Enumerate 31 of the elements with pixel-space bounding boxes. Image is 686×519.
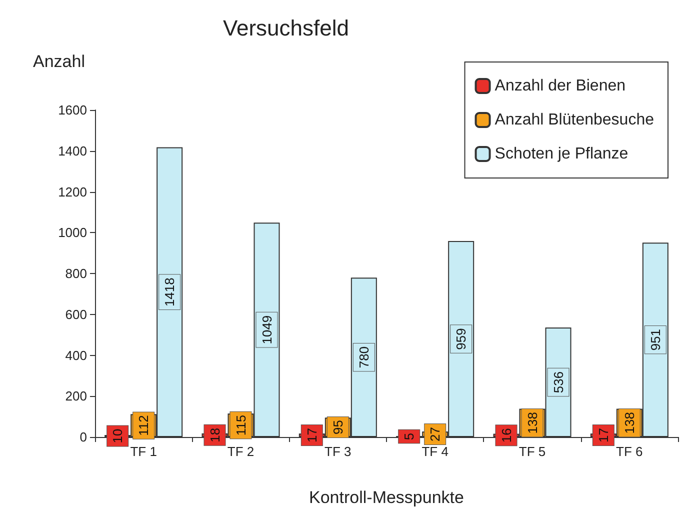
- data-label: 1049: [259, 315, 274, 344]
- y-tick-label: 600: [65, 306, 87, 322]
- y-tick-label: 200: [65, 388, 87, 404]
- data-label: 138: [622, 412, 637, 434]
- y-tick-label: 800: [65, 266, 87, 281]
- legend-label: Anzahl Blütenbesuche: [494, 112, 654, 128]
- data-label: 138: [524, 412, 540, 434]
- y-tick-label: 1600: [58, 102, 87, 118]
- data-label: 5: [402, 432, 417, 440]
- x-tick-label: TF 4: [422, 444, 448, 459]
- data-label: 959: [454, 328, 469, 350]
- y-axis-title: Anzahl: [33, 52, 85, 71]
- y-tick-label: 400: [65, 348, 87, 363]
- y-tick-label: 0: [80, 430, 87, 444]
- y-tick-label: 1000: [58, 225, 87, 240]
- legend-label: Schoten je Pflanze: [494, 146, 628, 162]
- x-tick-label: TF 1: [130, 444, 157, 459]
- x-axis-title: Kontroll-Messpunkte: [309, 488, 464, 507]
- y-tick-label: 1200: [58, 184, 87, 200]
- data-label: 951: [648, 328, 663, 351]
- y-tick-label: 1400: [58, 143, 87, 158]
- data-label: 1418: [162, 278, 178, 307]
- chart-title: Versuchsfeld: [223, 16, 349, 40]
- data-label: 95: [330, 420, 346, 435]
- x-tick-label: TF 2: [227, 444, 254, 459]
- data-label: 780: [356, 346, 372, 368]
- x-tick-label: TF 6: [616, 444, 643, 459]
- x-tick-label: TF 3: [324, 444, 352, 459]
- data-label: 536: [550, 371, 566, 394]
- x-tick-label: TF 5: [518, 444, 546, 459]
- legend-label: Anzahl der Bienen: [494, 78, 626, 94]
